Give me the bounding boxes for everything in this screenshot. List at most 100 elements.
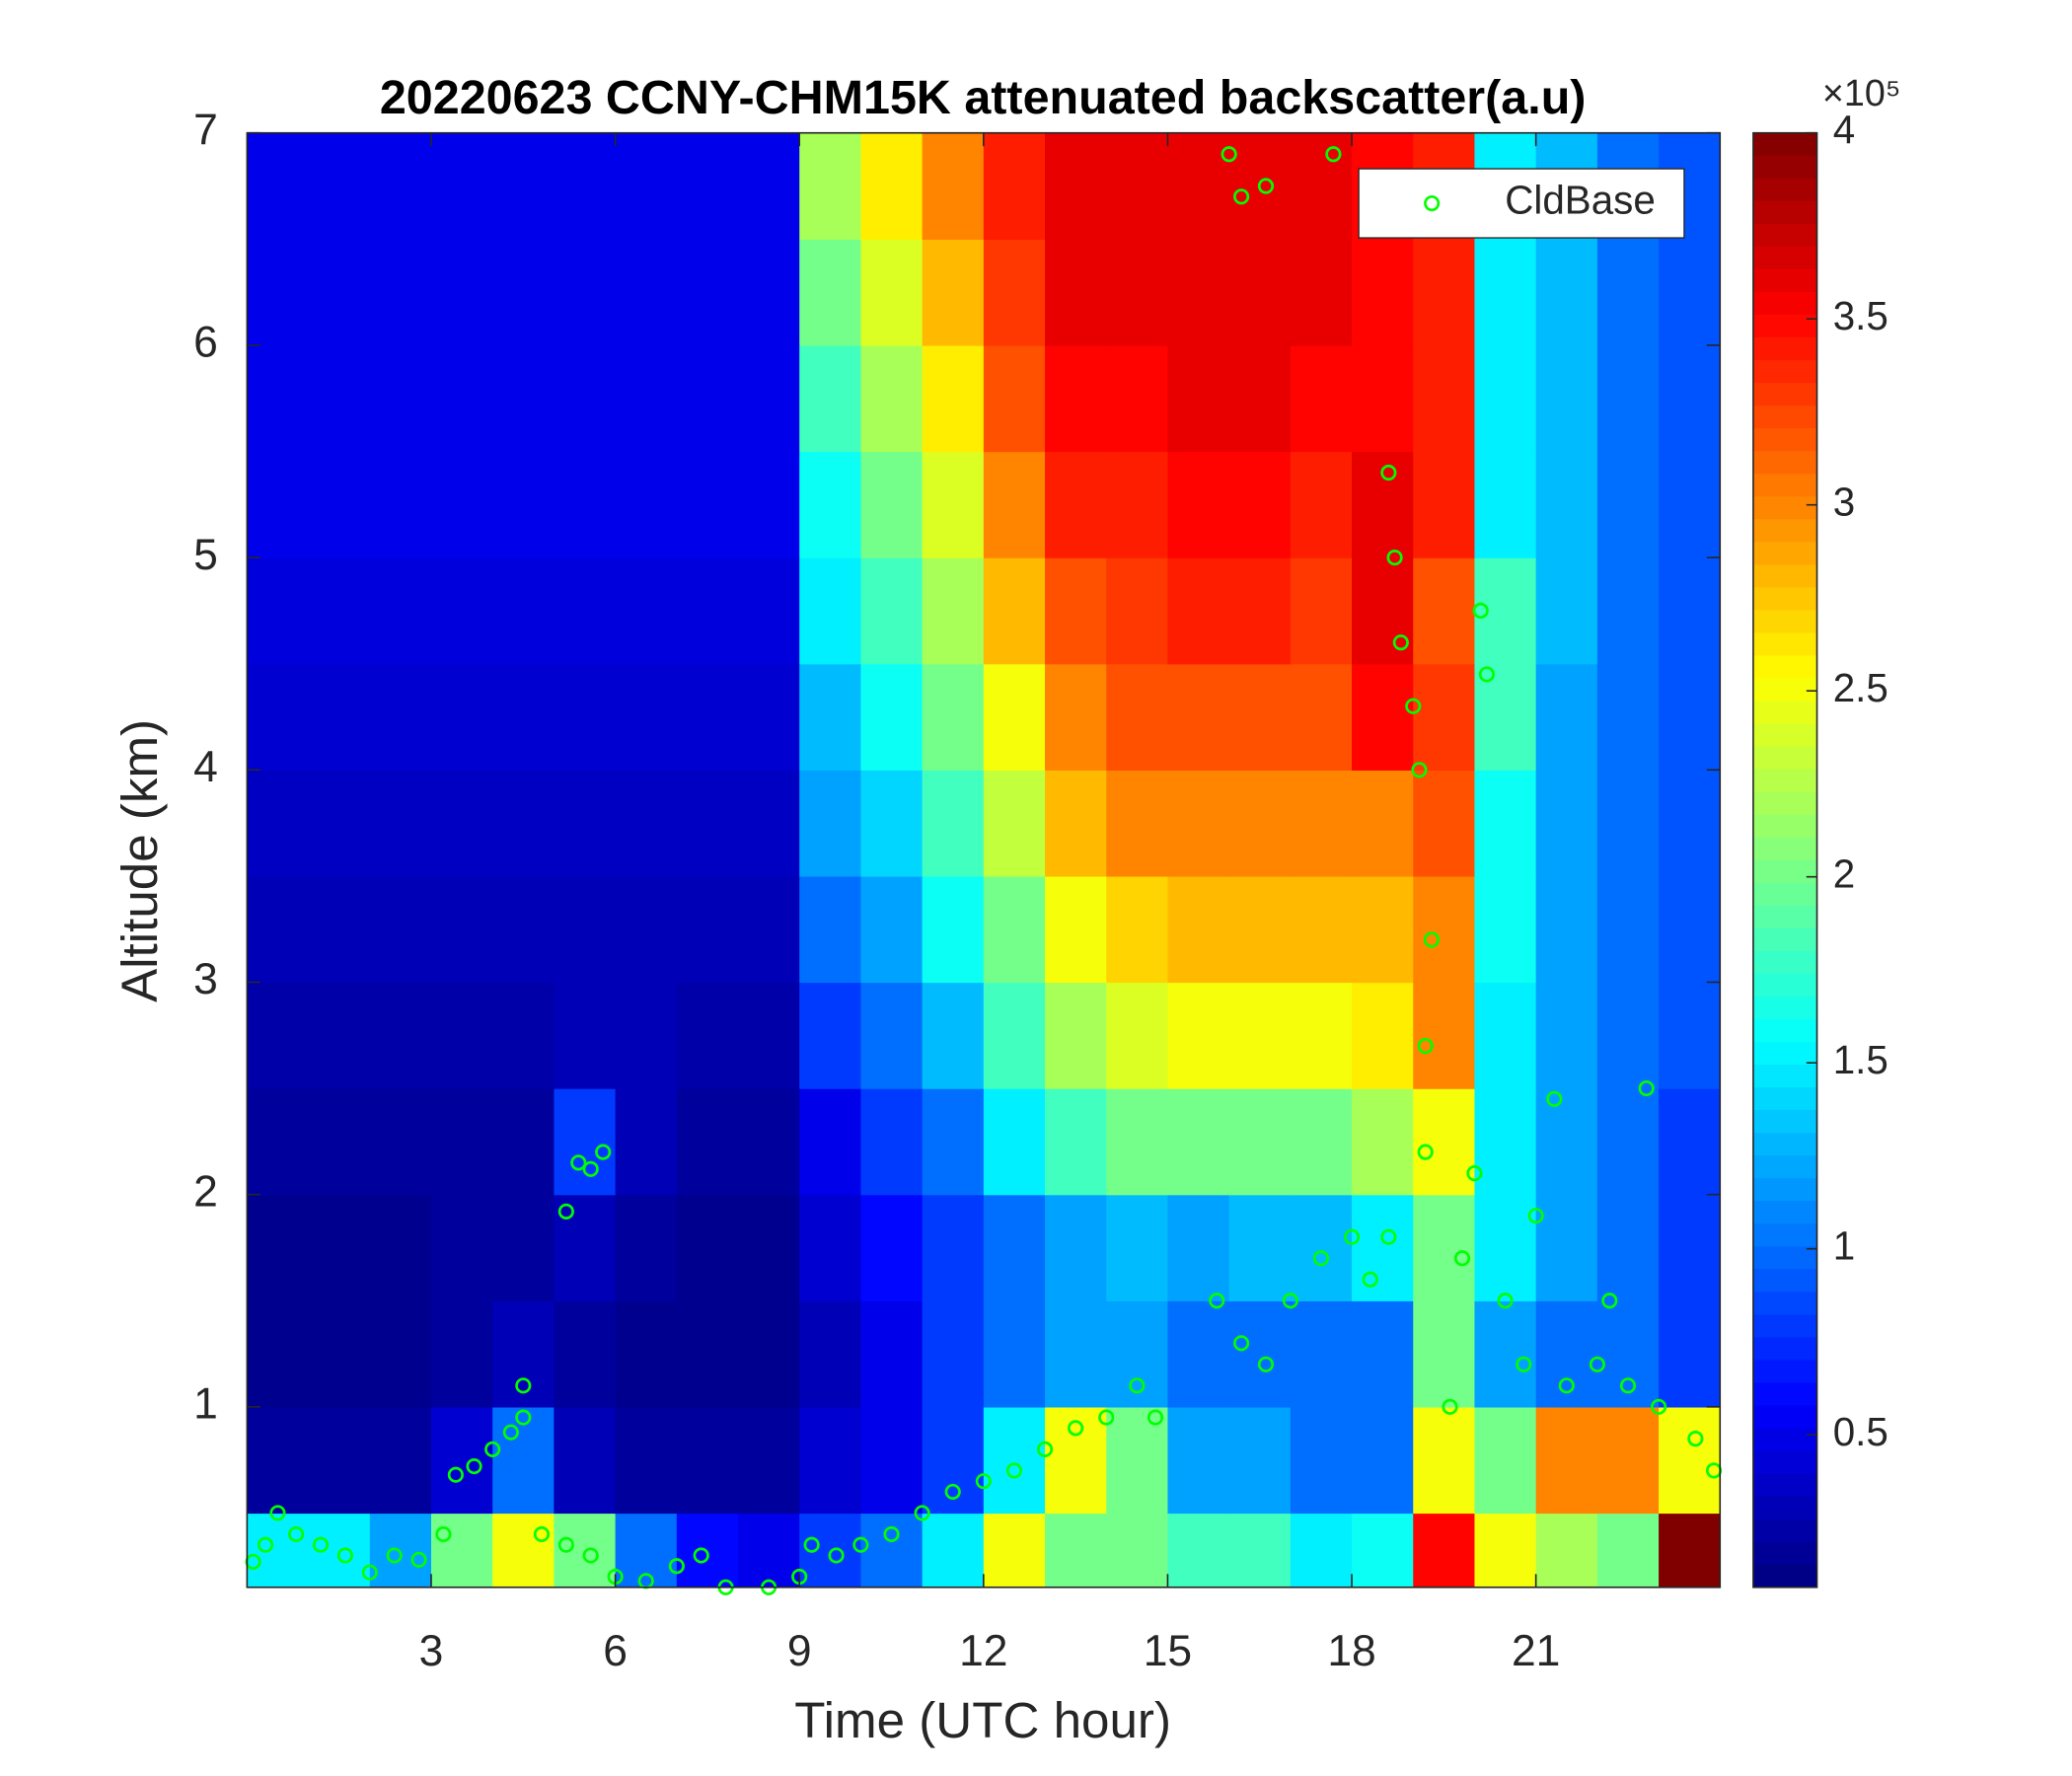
cloud-base-point (693, 1547, 709, 1564)
heatmap-cell (1352, 557, 1414, 665)
heatmap-cell (799, 982, 862, 1089)
heatmap-cell (430, 770, 493, 877)
heatmap-cell (615, 451, 678, 558)
heatmap-cell (860, 875, 924, 984)
cloud-base-point (1147, 1409, 1164, 1426)
colorbar-step (1752, 973, 1817, 998)
heatmap-cell (247, 875, 310, 984)
colorbar-step (1752, 223, 1817, 248)
colorbar-step (1752, 1518, 1817, 1543)
heatmap-cell (922, 1194, 985, 1301)
heatmap-cell (738, 770, 800, 877)
heatmap-cell (1228, 770, 1292, 877)
heatmap-cell (369, 1513, 432, 1589)
heatmap-cell (1535, 663, 1598, 771)
cloud-base-point (1466, 1165, 1483, 1182)
cloud-base-point (1282, 1293, 1298, 1309)
cloud-base-point (1362, 1271, 1378, 1288)
colorbar-step (1752, 1450, 1817, 1475)
heatmap-cell (676, 132, 739, 240)
heatmap-cell (308, 451, 371, 558)
heatmap-cell (1228, 1406, 1292, 1515)
cloud-base-point (1405, 698, 1422, 714)
cloud-base-point (484, 1441, 501, 1457)
heatmap-cell (1474, 1194, 1537, 1301)
cloud-base-point (582, 1547, 599, 1564)
cloud-base-point (1209, 1293, 1225, 1309)
cloud-base-point (1129, 1377, 1146, 1394)
heatmap-cell (860, 663, 924, 771)
heatmap-cell (554, 557, 617, 665)
heatmap-cell (615, 1300, 678, 1408)
heatmap-cell (1413, 1406, 1476, 1515)
heatmap-cell (1474, 239, 1537, 346)
heatmap-cell (1290, 344, 1353, 453)
heatmap-cell (247, 663, 310, 771)
heatmap-cell (247, 344, 310, 453)
colorbar-step (1752, 1246, 1817, 1270)
colorbar-tick-label: 4 (1833, 107, 1855, 152)
heatmap-cell (1106, 1194, 1169, 1301)
heatmap-cell (1596, 1300, 1660, 1408)
cloud-base-point (1380, 1228, 1397, 1245)
cloud-base-point (502, 1424, 519, 1441)
cloud-base-point (1619, 1377, 1637, 1394)
heatmap-cell (247, 132, 310, 240)
heatmap-cell (1474, 982, 1537, 1089)
heatmap-cell (247, 1513, 310, 1589)
cloud-base-point (1098, 1409, 1115, 1426)
cloud-base-point (1650, 1398, 1667, 1415)
colorbar-step (1752, 336, 1817, 361)
heatmap-cell (1045, 344, 1107, 453)
heatmap-cell (1045, 132, 1107, 240)
heatmap-cell (983, 770, 1046, 877)
heatmap-cell (430, 1300, 493, 1408)
cloud-base-point (570, 1154, 587, 1171)
heatmap-cell (1045, 239, 1107, 346)
heatmap-cell (308, 770, 371, 877)
heatmap-cell (430, 132, 493, 240)
heatmap-cell (1596, 982, 1660, 1089)
heatmap-cell (1290, 451, 1353, 558)
cloud-base-point (1325, 146, 1342, 163)
heatmap-cell (1045, 451, 1107, 558)
heatmap-cell (1659, 239, 1721, 346)
heatmap-cell (860, 451, 924, 558)
y-tick-label: 1 (193, 1380, 218, 1429)
heatmap-cell (554, 239, 617, 346)
heatmap-cell (615, 1513, 678, 1589)
cloud-base-point (1312, 1250, 1330, 1267)
chart-title: 20220623 CCNY-CHM15K attenuated backscat… (380, 71, 1587, 124)
x-tick-label: 3 (419, 1627, 444, 1675)
heatmap-cell (615, 875, 678, 984)
heatmap-cell (1659, 982, 1721, 1089)
heatmap-cell (922, 982, 985, 1089)
x-tick-label: 18 (1327, 1627, 1375, 1675)
heatmap-cell (554, 1194, 617, 1301)
heatmap-cell (430, 239, 493, 346)
heatmap-cell (554, 875, 617, 984)
heatmap-cell (615, 663, 678, 771)
heatmap-cell (1596, 451, 1660, 558)
cloud-base-point (914, 1505, 930, 1521)
heatmap-cell (1596, 663, 1660, 771)
heatmap-cell (430, 451, 493, 558)
colorbar-step (1752, 1269, 1817, 1294)
heatmap-cell (1474, 770, 1537, 877)
heatmap-cell (369, 1300, 432, 1408)
colorbar-step (1752, 769, 1817, 793)
heatmap-cell (1228, 1513, 1292, 1589)
heatmap-cell (1659, 1406, 1721, 1515)
heatmap-cell (492, 451, 555, 558)
y-tick-label: 5 (193, 531, 218, 579)
cloud-base-point (975, 1473, 992, 1490)
heatmap-cell (1228, 557, 1292, 665)
colorbar-step (1752, 1541, 1817, 1566)
heatmap-cell (738, 344, 800, 453)
heatmap-cell (1413, 1300, 1476, 1408)
colorbar-step (1752, 746, 1817, 771)
x-tick-label: 15 (1144, 1627, 1192, 1675)
heatmap-cell (799, 557, 862, 665)
heatmap-cell (1535, 451, 1598, 558)
